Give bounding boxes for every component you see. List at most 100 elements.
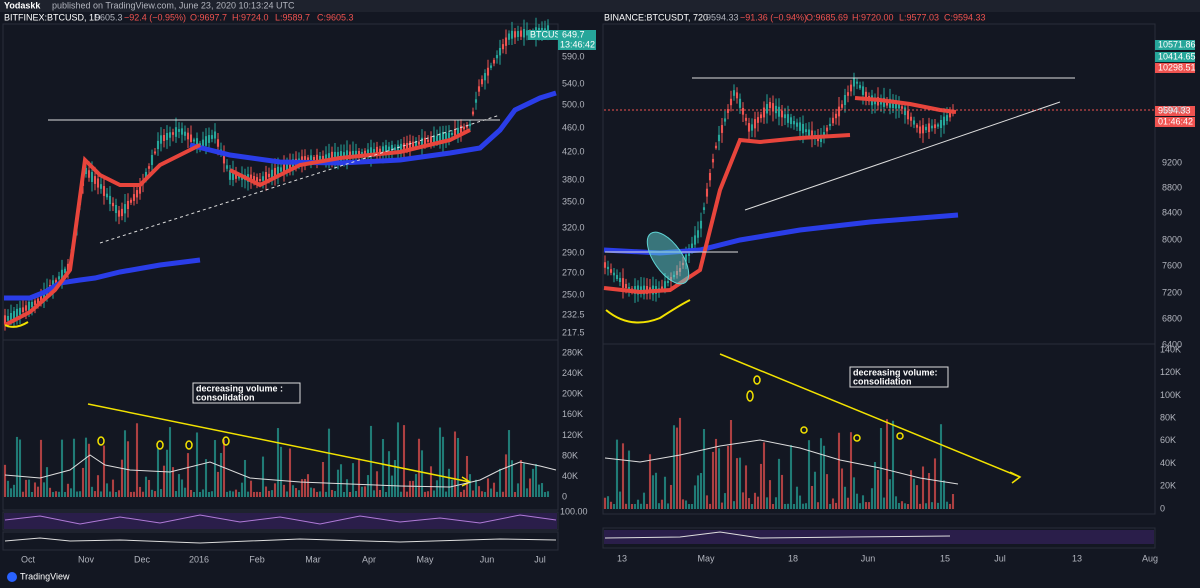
candle-body (789, 117, 793, 125)
volume-bar (825, 474, 829, 509)
volume-bar (693, 485, 697, 509)
volume-bar (237, 491, 241, 497)
candle-body (279, 167, 283, 172)
volume-bar (222, 439, 226, 497)
candle-body (516, 31, 520, 37)
volume-bar (930, 502, 934, 509)
candle-body (759, 114, 763, 119)
volume-bar (135, 423, 139, 497)
volume-bar (390, 475, 394, 497)
volume-bar (603, 497, 607, 509)
volume-bar (750, 504, 754, 509)
volume-bar (912, 478, 916, 509)
axis-label: 13 (1072, 553, 1082, 563)
candle-body (504, 37, 508, 46)
volume-bar (717, 448, 721, 509)
candle-body (105, 193, 109, 198)
candle-body (480, 79, 484, 85)
axis-label: 8800 (1162, 182, 1182, 192)
volume-bar (105, 483, 109, 497)
volume-bar (489, 488, 493, 497)
volume-bar (162, 465, 166, 497)
candle-body (933, 124, 937, 129)
annotation-box (192, 382, 301, 404)
volume-bar (363, 486, 367, 497)
volume-bar (444, 491, 448, 497)
volume-bar (75, 491, 79, 497)
volume-bar (459, 491, 463, 497)
volume-bar (90, 486, 94, 497)
volume-bar (168, 427, 172, 497)
candle-body (720, 125, 724, 133)
candle-body (699, 220, 703, 229)
volume-bar (858, 503, 862, 509)
volume-bar (672, 425, 676, 509)
volume-bar (843, 486, 847, 509)
volume-bar (837, 432, 841, 509)
candle-body (762, 107, 766, 118)
volume-arrow (719, 353, 1021, 478)
axis-label: 250.0 (562, 289, 585, 299)
volume-bar (441, 436, 445, 497)
candle-body (612, 272, 616, 276)
last: 9605.3 (95, 12, 123, 22)
candle-body (723, 118, 727, 122)
axis-label: 500.0 (562, 99, 585, 109)
candle-body (777, 106, 781, 117)
volume-bar (429, 466, 433, 497)
volume-bar (513, 492, 517, 497)
volume-bar (186, 453, 190, 497)
volume-bar (921, 466, 925, 509)
axis-label: 8400 (1162, 207, 1182, 217)
volume-bar (465, 455, 469, 497)
candle-body (756, 117, 760, 123)
volume-bar (159, 489, 163, 497)
volume-bar (99, 491, 103, 497)
candle-body (792, 121, 796, 125)
volume-bar (312, 488, 316, 497)
candle-body (6, 315, 10, 321)
volume-bar (378, 489, 382, 497)
volume-bar (411, 480, 415, 497)
candle-body (201, 139, 205, 147)
candle-body (306, 157, 310, 162)
volume-bar (618, 491, 622, 509)
volume-bar (942, 480, 946, 509)
candle-body (666, 280, 670, 284)
candle-body (282, 163, 286, 173)
volume-bar (684, 500, 688, 509)
change: −92.4 (−0.95%) (124, 12, 186, 22)
volume-bar (615, 439, 619, 509)
volume-bar (267, 490, 271, 497)
candle-body (603, 262, 607, 268)
oscillator-axis: 100.00 (560, 506, 588, 516)
axis-label: 80K (1160, 412, 1176, 422)
volume-bar (495, 491, 499, 497)
price-tag-label: 10298.51 (1158, 62, 1196, 72)
axis-label: 80K (562, 450, 578, 460)
candle-body (63, 268, 67, 273)
candle-body (837, 106, 841, 117)
candle-body (429, 136, 433, 144)
header-bar (0, 0, 1200, 12)
volume-bar (927, 473, 931, 509)
volume-bar (246, 491, 250, 497)
volume-bar (93, 491, 97, 497)
candle-body (891, 99, 895, 109)
candle-body (765, 104, 769, 114)
volume-bar (666, 503, 670, 509)
volume-marks (97, 375, 904, 450)
volume-bar (522, 463, 526, 497)
axis-label: Feb (249, 554, 265, 564)
axis-label: 350.0 (562, 196, 585, 206)
volume-bar (780, 474, 784, 509)
candle-body (519, 30, 523, 37)
axis-label: 10000 (1162, 104, 1187, 114)
candle-body (327, 153, 331, 162)
candle-body (864, 91, 868, 98)
candle-body (468, 123, 472, 127)
volume-bar (381, 439, 385, 497)
candle-body (525, 30, 529, 36)
price-tag-value: 649.7 (562, 29, 585, 39)
